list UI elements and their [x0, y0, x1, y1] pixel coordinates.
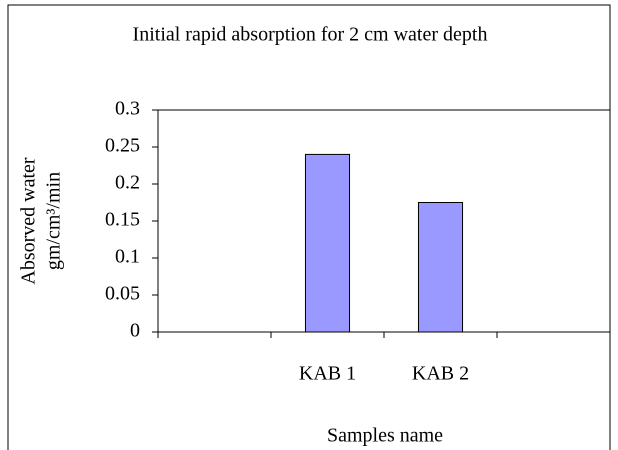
- y-tick-label: 0: [130, 320, 140, 342]
- bar: [417, 202, 464, 333]
- y-tick-label: 0.1: [115, 246, 140, 268]
- chart-title: Initial rapid absorption for 2 cm water …: [133, 24, 488, 46]
- x-tick-label: KAB 2: [412, 363, 469, 385]
- y-tick-label: 0.05: [105, 283, 140, 305]
- plot-area: [157, 109, 611, 333]
- x-tick-label: KAB 1: [299, 363, 356, 385]
- y-tick-label: 0.25: [105, 135, 140, 157]
- y-tick-label: 0.2: [115, 172, 140, 194]
- y-axis-label: gm/cm³/min: [43, 172, 65, 270]
- x-axis-label: Samples name: [327, 425, 443, 447]
- y-tick-label: 0.15: [105, 209, 140, 231]
- y-axis-label: Absorved water: [18, 157, 40, 285]
- y-tick-label: 0.3: [115, 98, 140, 120]
- bar: [304, 153, 351, 333]
